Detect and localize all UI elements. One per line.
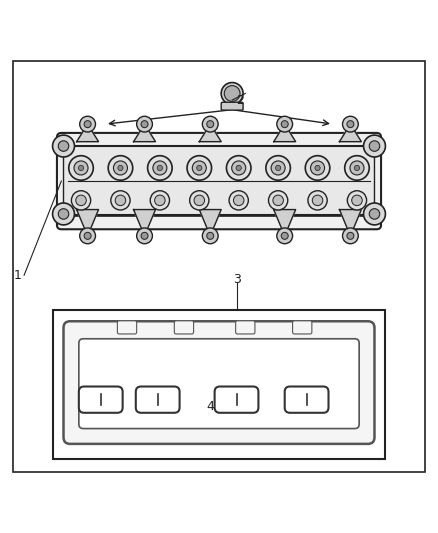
- Circle shape: [137, 116, 152, 132]
- Circle shape: [347, 191, 367, 210]
- Polygon shape: [199, 124, 221, 142]
- Circle shape: [369, 141, 380, 151]
- Text: 3: 3: [233, 273, 240, 286]
- Circle shape: [343, 116, 358, 132]
- FancyBboxPatch shape: [215, 386, 258, 413]
- Polygon shape: [77, 209, 99, 236]
- Circle shape: [53, 135, 74, 157]
- Circle shape: [84, 232, 91, 239]
- FancyBboxPatch shape: [174, 321, 194, 334]
- Circle shape: [148, 156, 172, 180]
- Circle shape: [364, 203, 385, 225]
- Circle shape: [150, 191, 170, 210]
- FancyBboxPatch shape: [64, 146, 374, 216]
- FancyBboxPatch shape: [79, 386, 123, 413]
- Circle shape: [281, 232, 288, 239]
- Circle shape: [364, 135, 385, 157]
- FancyBboxPatch shape: [117, 321, 137, 334]
- Circle shape: [76, 195, 86, 206]
- Circle shape: [347, 232, 354, 239]
- FancyBboxPatch shape: [64, 321, 374, 444]
- Circle shape: [268, 191, 288, 210]
- Circle shape: [350, 161, 364, 175]
- FancyBboxPatch shape: [236, 321, 255, 334]
- Polygon shape: [274, 209, 296, 236]
- Circle shape: [233, 195, 244, 206]
- Circle shape: [108, 156, 133, 180]
- Circle shape: [157, 165, 162, 171]
- Bar: [53, 310, 385, 459]
- Circle shape: [277, 116, 293, 132]
- Circle shape: [312, 195, 323, 206]
- Circle shape: [226, 156, 251, 180]
- FancyBboxPatch shape: [285, 386, 328, 413]
- Circle shape: [281, 120, 288, 128]
- Circle shape: [58, 141, 69, 151]
- FancyBboxPatch shape: [136, 386, 180, 413]
- Circle shape: [232, 161, 246, 175]
- Polygon shape: [77, 124, 99, 142]
- Circle shape: [111, 191, 130, 210]
- Polygon shape: [274, 124, 296, 142]
- Circle shape: [277, 228, 293, 244]
- Circle shape: [153, 161, 167, 175]
- Circle shape: [190, 191, 209, 210]
- FancyBboxPatch shape: [79, 339, 359, 429]
- Circle shape: [224, 86, 240, 101]
- Polygon shape: [339, 124, 361, 142]
- Circle shape: [305, 156, 330, 180]
- Circle shape: [202, 116, 218, 132]
- Circle shape: [202, 228, 218, 244]
- Circle shape: [221, 83, 243, 104]
- Circle shape: [194, 195, 205, 206]
- Circle shape: [113, 161, 127, 175]
- Circle shape: [192, 161, 206, 175]
- Circle shape: [369, 209, 380, 219]
- Circle shape: [308, 191, 327, 210]
- Circle shape: [207, 120, 214, 128]
- Circle shape: [53, 203, 74, 225]
- Circle shape: [155, 195, 165, 206]
- FancyBboxPatch shape: [293, 321, 312, 334]
- Circle shape: [207, 232, 214, 239]
- Circle shape: [266, 156, 290, 180]
- Circle shape: [311, 161, 325, 175]
- Circle shape: [197, 165, 202, 171]
- Circle shape: [115, 195, 126, 206]
- Circle shape: [236, 165, 241, 171]
- Circle shape: [187, 156, 212, 180]
- Polygon shape: [199, 209, 221, 236]
- Circle shape: [273, 195, 283, 206]
- Circle shape: [271, 161, 285, 175]
- Circle shape: [343, 228, 358, 244]
- Circle shape: [354, 165, 360, 171]
- Circle shape: [352, 195, 362, 206]
- Circle shape: [74, 161, 88, 175]
- Circle shape: [80, 228, 95, 244]
- Circle shape: [58, 209, 69, 219]
- FancyBboxPatch shape: [57, 133, 381, 229]
- Circle shape: [141, 232, 148, 239]
- Circle shape: [229, 191, 248, 210]
- Circle shape: [78, 165, 84, 171]
- Circle shape: [84, 120, 91, 128]
- Text: 4: 4: [206, 400, 214, 413]
- Polygon shape: [134, 124, 155, 142]
- Circle shape: [276, 165, 281, 171]
- Circle shape: [315, 165, 320, 171]
- Polygon shape: [339, 209, 361, 236]
- Circle shape: [347, 120, 354, 128]
- Circle shape: [137, 228, 152, 244]
- Text: 2: 2: [237, 94, 244, 107]
- FancyBboxPatch shape: [221, 102, 243, 110]
- Circle shape: [69, 156, 93, 180]
- Polygon shape: [134, 209, 155, 236]
- Circle shape: [345, 156, 369, 180]
- Circle shape: [80, 116, 95, 132]
- Circle shape: [118, 165, 123, 171]
- Circle shape: [71, 191, 91, 210]
- Circle shape: [141, 120, 148, 128]
- Text: 1: 1: [14, 269, 21, 282]
